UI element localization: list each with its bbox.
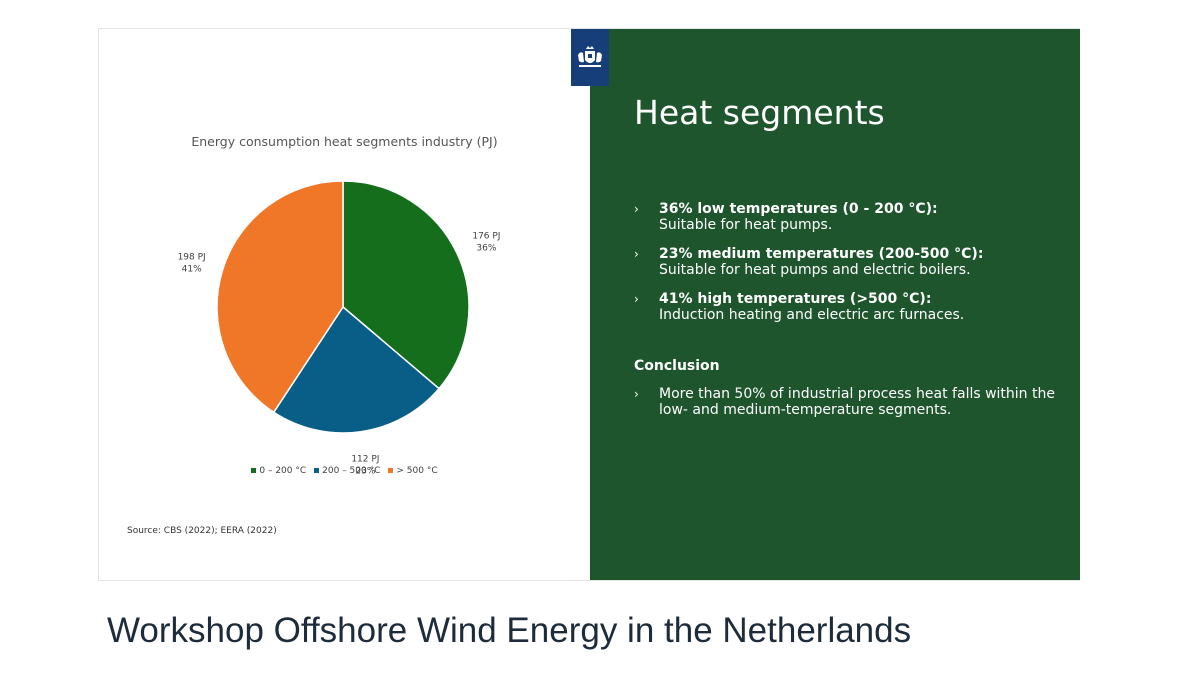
- legend-swatch: [251, 468, 257, 473]
- conclusion-item: › More than 50% of industrial process he…: [634, 386, 1079, 418]
- pie-slice: [216, 180, 344, 414]
- legend-label: 200 – 500 °C: [322, 466, 381, 476]
- bullet-head: 41% high temperatures (>500 °C):: [659, 291, 932, 307]
- slice-percent-label: 36%: [476, 244, 496, 254]
- presentation-slide: Energy consumption heat segments industr…: [98, 28, 1080, 581]
- bullet-body: Suitable for heat pumps and electric boi…: [659, 262, 971, 278]
- legend-label: > 500 °C: [396, 466, 438, 476]
- bullet-item: › 36% low temperatures (0 - 200 °C): Sui…: [634, 201, 1054, 233]
- bullet-body: Suitable for heat pumps.: [659, 217, 833, 233]
- conclusion-title: Conclusion: [634, 358, 720, 374]
- bullet-list: › 36% low temperatures (0 - 200 °C): Sui…: [634, 201, 1054, 336]
- slice-percent-label: 41%: [182, 265, 202, 275]
- legend-swatch: [314, 468, 320, 473]
- pie-chart: 176 PJ 36% 112 PJ 23% 198 PJ 41%: [178, 180, 500, 476]
- bullet-marker: ›: [634, 292, 639, 306]
- legend-label: 0 – 200 °C: [259, 466, 307, 476]
- legend-swatch: [388, 468, 394, 473]
- bullet-body: Induction heating and electric arc furna…: [659, 307, 965, 323]
- bullet-item: › 41% high temperatures (>500 °C): Induc…: [634, 291, 1054, 323]
- pie-slice: [272, 305, 441, 434]
- chart-source: Source: CBS (2022); EERA (2022): [127, 526, 277, 536]
- slice-value-label: 198 PJ: [178, 253, 206, 263]
- chart-panel: Energy consumption heat segments industr…: [99, 29, 590, 580]
- conclusion-text: More than 50% of industrial process heat…: [659, 386, 1055, 418]
- slice-percent-label: 23%: [355, 466, 375, 476]
- bullet-marker: ›: [634, 387, 639, 401]
- text-panel: Heat segments › 36% low temperatures (0 …: [571, 29, 1080, 580]
- legend-item: > 500 °C: [388, 466, 438, 476]
- legend-item: 0 – 200 °C: [251, 466, 306, 476]
- slice-value-label: 112 PJ: [351, 454, 379, 464]
- bullet-head: 36% low temperatures (0 - 200 °C):: [659, 201, 938, 217]
- page-title: Workshop Offshore Wind Energy in the Net…: [107, 611, 912, 650]
- legend-item: 200 – 500 °C: [314, 466, 380, 476]
- bullet-marker: ›: [634, 247, 639, 261]
- panel-heading: Heat segments: [634, 93, 885, 132]
- pie-slice: [342, 180, 470, 390]
- slice-value-label: 176 PJ: [472, 232, 500, 242]
- chart-title: Energy consumption heat segments industr…: [191, 134, 498, 149]
- bullet-marker: ›: [634, 202, 639, 216]
- bullet-item: › 23% medium temperatures (200-500 °C): …: [634, 246, 1054, 278]
- netherlands-coat-of-arms-icon: [571, 29, 609, 86]
- bullet-head: 23% medium temperatures (200-500 °C):: [659, 246, 984, 262]
- chart-legend: 0 – 200 °C 200 – 500 °C > 500 °C: [99, 466, 590, 476]
